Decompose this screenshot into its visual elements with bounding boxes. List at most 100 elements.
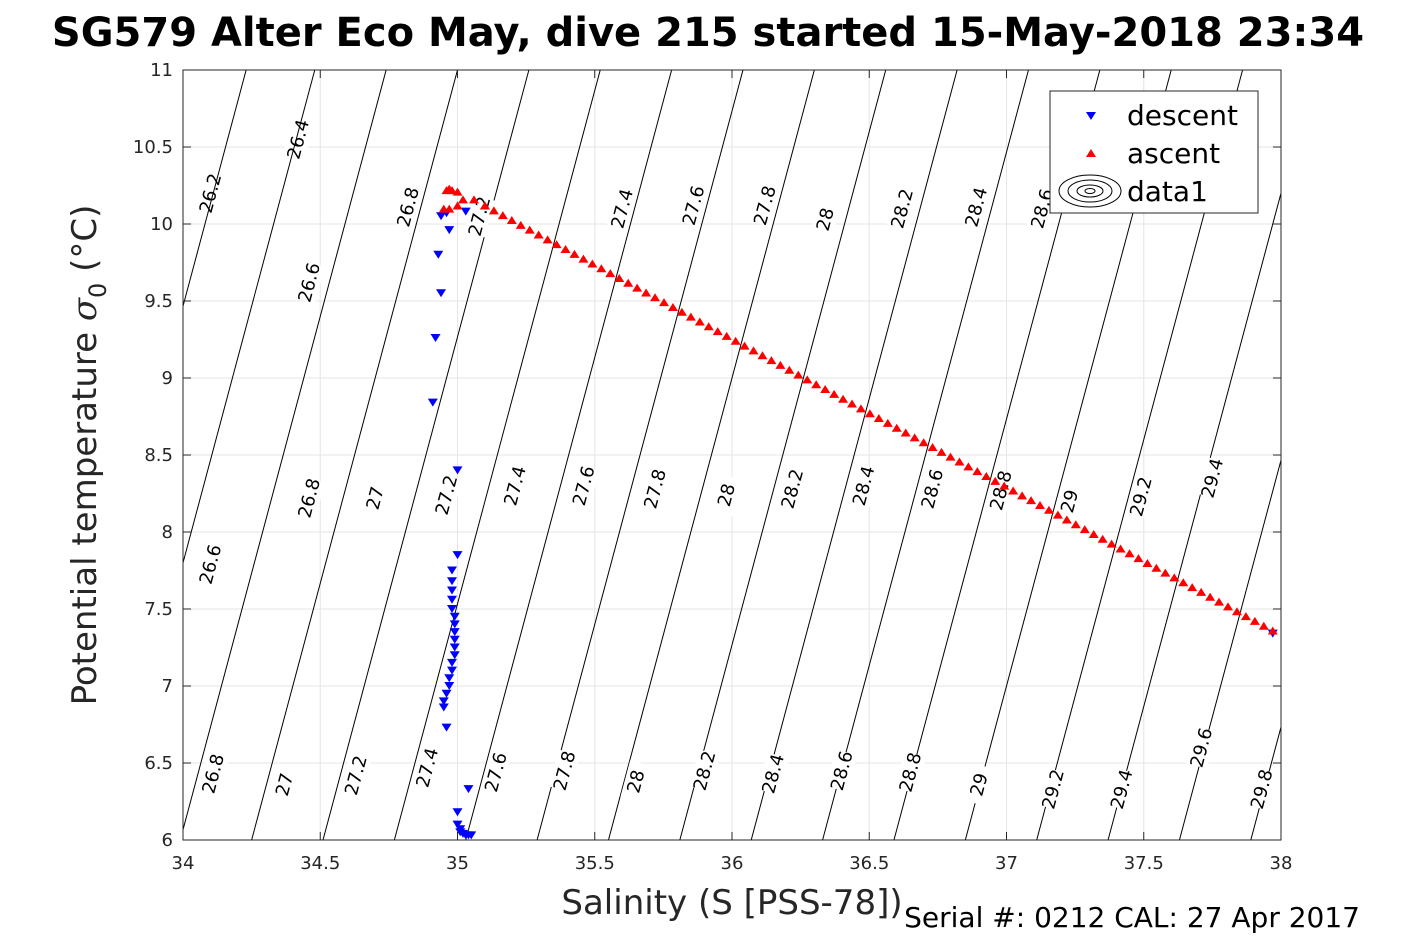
contour-label-bg	[1246, 767, 1278, 811]
ascent-point	[1035, 500, 1046, 509]
contour-label-bg	[549, 749, 581, 792]
ascent-point	[560, 244, 571, 253]
contour-label-bg	[809, 198, 841, 241]
legend-box	[1049, 90, 1259, 214]
ascent-point	[981, 472, 992, 480]
contour-label-bg	[916, 467, 948, 511]
ascent-point	[739, 341, 750, 350]
ascent-point	[533, 230, 544, 239]
contour-label-bg	[710, 473, 743, 517]
ascent-point	[444, 204, 455, 213]
descent-point	[449, 643, 460, 652]
ascent-point	[811, 380, 822, 389]
ascent-point	[775, 360, 786, 369]
contour-label-group: 27.4	[606, 187, 638, 231]
ascent-point	[873, 414, 884, 423]
ascent-point	[497, 211, 508, 220]
data-series	[427, 184, 1278, 840]
contour-label-group: 27	[269, 763, 301, 806]
y-tick-label: 10.5	[133, 137, 173, 158]
ascent-point	[1088, 529, 1099, 538]
contour-line-26.4	[183, 70, 247, 309]
contour-label-bg	[620, 760, 652, 803]
x-tick-label: 37.5	[1124, 853, 1164, 874]
descent-point	[436, 289, 447, 298]
descent-point	[463, 785, 474, 794]
ascent-point	[524, 225, 535, 234]
y-axis-label: Potential temperature σ0 (°C)	[65, 205, 112, 706]
x-tick-label: 38	[1270, 853, 1293, 874]
descent-point	[447, 605, 458, 613]
ascent-point	[1178, 578, 1189, 587]
descent-point	[447, 577, 458, 586]
ascent-point	[909, 433, 920, 442]
ascent-point	[1160, 568, 1171, 577]
ascent-point	[457, 195, 468, 204]
contour-line-28	[607, 70, 815, 840]
density-contours: 26.226.426.626.626.826.826.8272727.227.2…	[183, 70, 1281, 840]
descent-point	[436, 212, 447, 221]
contour-label-bg	[197, 752, 229, 795]
contour-label-bg	[1106, 767, 1138, 811]
legend-ascent-label: ascent	[1127, 137, 1220, 170]
contour-label-bg	[430, 473, 463, 517]
contour-label-bg	[848, 464, 880, 507]
contour-label-bg	[606, 187, 638, 230]
x-axis-label: Salinity (S [PSS-78])	[561, 883, 902, 923]
contour-label-bg	[1037, 767, 1069, 811]
ascent-point	[900, 428, 911, 437]
ascent-point	[542, 235, 553, 244]
descent-point	[444, 226, 455, 235]
y-axis-label-unit: (°C)	[65, 205, 105, 283]
contour-label-bg	[359, 476, 391, 520]
ascent-point	[954, 457, 965, 466]
ascent-point	[1124, 549, 1135, 558]
contour-label-bg	[757, 752, 789, 795]
ascent-point	[766, 356, 777, 365]
contour-label-bg	[963, 763, 995, 806]
contour-line-29.6	[1178, 458, 1281, 840]
legend-descent-marker	[1086, 112, 1096, 120]
contour-label-bg	[639, 467, 671, 511]
contour-line-27.8	[536, 70, 744, 840]
contour-label-group: 29.6	[1185, 726, 1217, 770]
descent-point	[430, 333, 441, 342]
legend-contour-icon	[1058, 174, 1122, 208]
contour-label-bg	[894, 751, 926, 794]
x-tick-label: 35.5	[575, 853, 615, 874]
x-tick-label: 36	[721, 853, 744, 874]
descent-point	[449, 620, 460, 629]
x-tick-label: 37	[995, 853, 1018, 874]
ascent-point	[757, 351, 768, 360]
ascent-point	[1061, 515, 1072, 524]
contour-label-bg	[568, 464, 600, 507]
contour-line-28.2	[679, 70, 887, 840]
contour-label-bg	[1196, 456, 1228, 500]
ascent-point	[1052, 510, 1063, 519]
x-tick-label: 34	[172, 853, 195, 874]
ascent-point	[1142, 558, 1153, 567]
contour-line-27.6	[465, 70, 673, 840]
contour-line-28.6	[822, 70, 1029, 840]
ascent-point	[676, 307, 687, 316]
ascent-point	[712, 327, 723, 336]
ascent-point	[864, 409, 875, 418]
contour-label-bg	[1054, 480, 1086, 523]
ascent-point	[927, 443, 938, 452]
contour-line-26.6	[183, 70, 316, 565]
contour-label-bg	[776, 467, 808, 511]
descent-point	[447, 658, 458, 667]
ascent-point	[596, 264, 607, 273]
legend-data1-label: data1	[1127, 175, 1208, 208]
ascent-point	[551, 240, 562, 249]
descent-point	[460, 207, 471, 216]
y-tick-label: 8.5	[144, 445, 173, 466]
ascent-point	[452, 187, 463, 196]
contour-label-bg	[340, 754, 372, 797]
contour-label-bg	[1185, 726, 1217, 769]
contour-label-bg	[985, 469, 1017, 512]
ascent-point	[447, 186, 458, 195]
calibration-footer: Serial #: 0212 CAL: 27 Apr 2017	[904, 901, 1360, 934]
ascent-point	[479, 201, 490, 210]
y-tick-label: 9	[162, 368, 173, 389]
